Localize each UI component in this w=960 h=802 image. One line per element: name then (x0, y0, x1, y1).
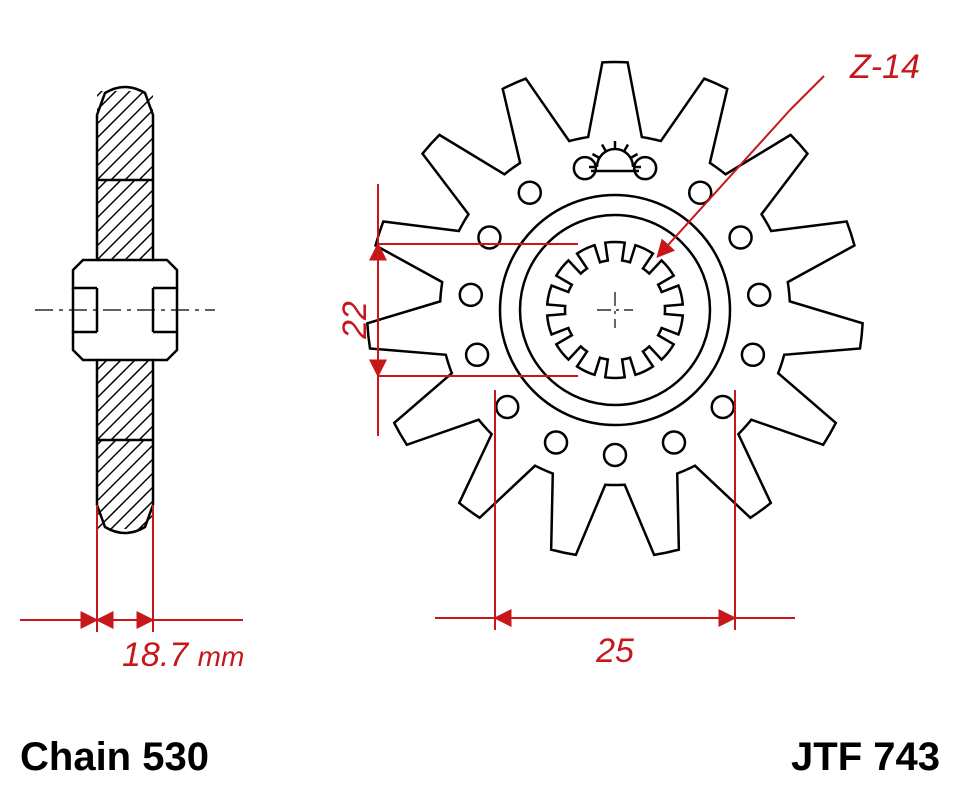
front-view (367, 62, 862, 555)
svg-text:25: 25 (595, 632, 634, 670)
svg-text:Z-14: Z-14 (849, 48, 920, 86)
footer-right: JTF 743 (791, 735, 940, 779)
footer: Chain 530 JTF 743 (20, 735, 940, 779)
svg-text:18.7 mm: 18.7 mm (122, 636, 244, 674)
footer-left: Chain 530 (20, 735, 209, 779)
svg-text:22: 22 (336, 301, 374, 340)
